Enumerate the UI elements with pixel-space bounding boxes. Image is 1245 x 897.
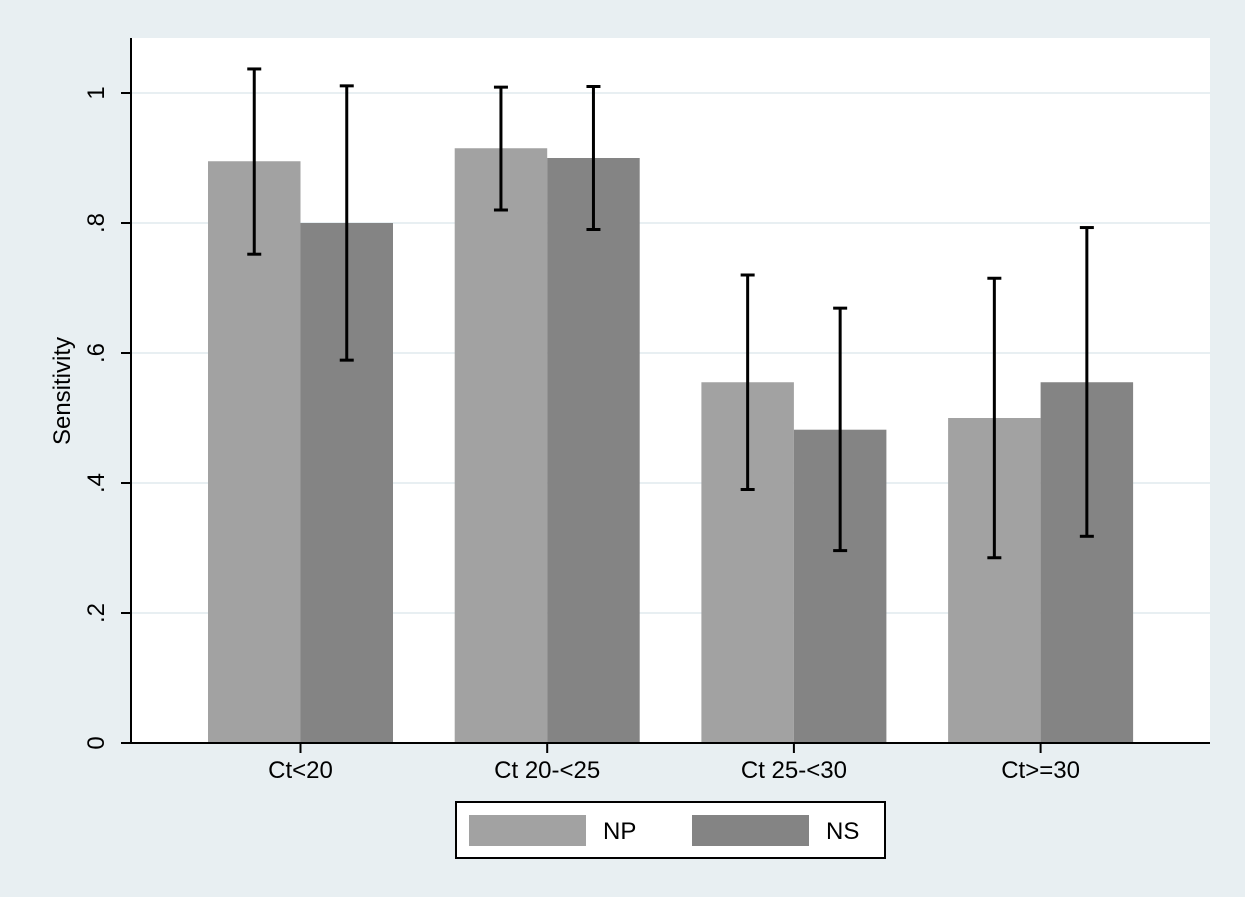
bar-np-0 <box>208 161 301 743</box>
legend-swatch-np <box>469 815 586 846</box>
legend-label-np: NP <box>603 818 636 845</box>
y-tick-label: .8 <box>83 213 110 233</box>
y-tick-label: .4 <box>83 473 110 493</box>
x-tick-label: Ct>=30 <box>1001 757 1080 784</box>
y-tick-label: .2 <box>83 603 110 623</box>
error-bar-ns-0 <box>339 84 354 362</box>
bar-ns-1 <box>547 158 640 743</box>
y-tick-label: 0 <box>83 736 110 749</box>
error-bar-np-0 <box>247 67 262 256</box>
legend-label-ns: NS <box>826 818 859 845</box>
error-bar-np-2 <box>740 273 755 491</box>
error-bar-ns-3 <box>1079 226 1094 538</box>
bars <box>208 148 1134 743</box>
legend: NP NS <box>455 801 886 859</box>
axes: 0 .2 .4 .6 .8 1 Ct<20 Ct 20-<25 Ct 25-<30 Ct>=30 <box>83 38 1210 784</box>
error-bar-ns-2 <box>833 306 848 553</box>
y-axis-label: Sensitivity <box>49 337 76 445</box>
error-bar-np-3 <box>987 276 1002 560</box>
y-tick-label: .6 <box>83 343 110 363</box>
x-tick-label: Ct 25-<30 <box>741 757 847 784</box>
bar-np-1 <box>454 148 548 743</box>
error-bars <box>247 67 1094 560</box>
x-tick-label: Ct 20-<25 <box>494 757 600 784</box>
y-tick-label: 1 <box>83 86 110 99</box>
x-tick-label: Ct<20 <box>268 757 333 784</box>
error-bar-np-1 <box>493 85 508 212</box>
legend-swatch-ns <box>692 815 809 846</box>
error-bar-ns-1 <box>586 85 601 231</box>
